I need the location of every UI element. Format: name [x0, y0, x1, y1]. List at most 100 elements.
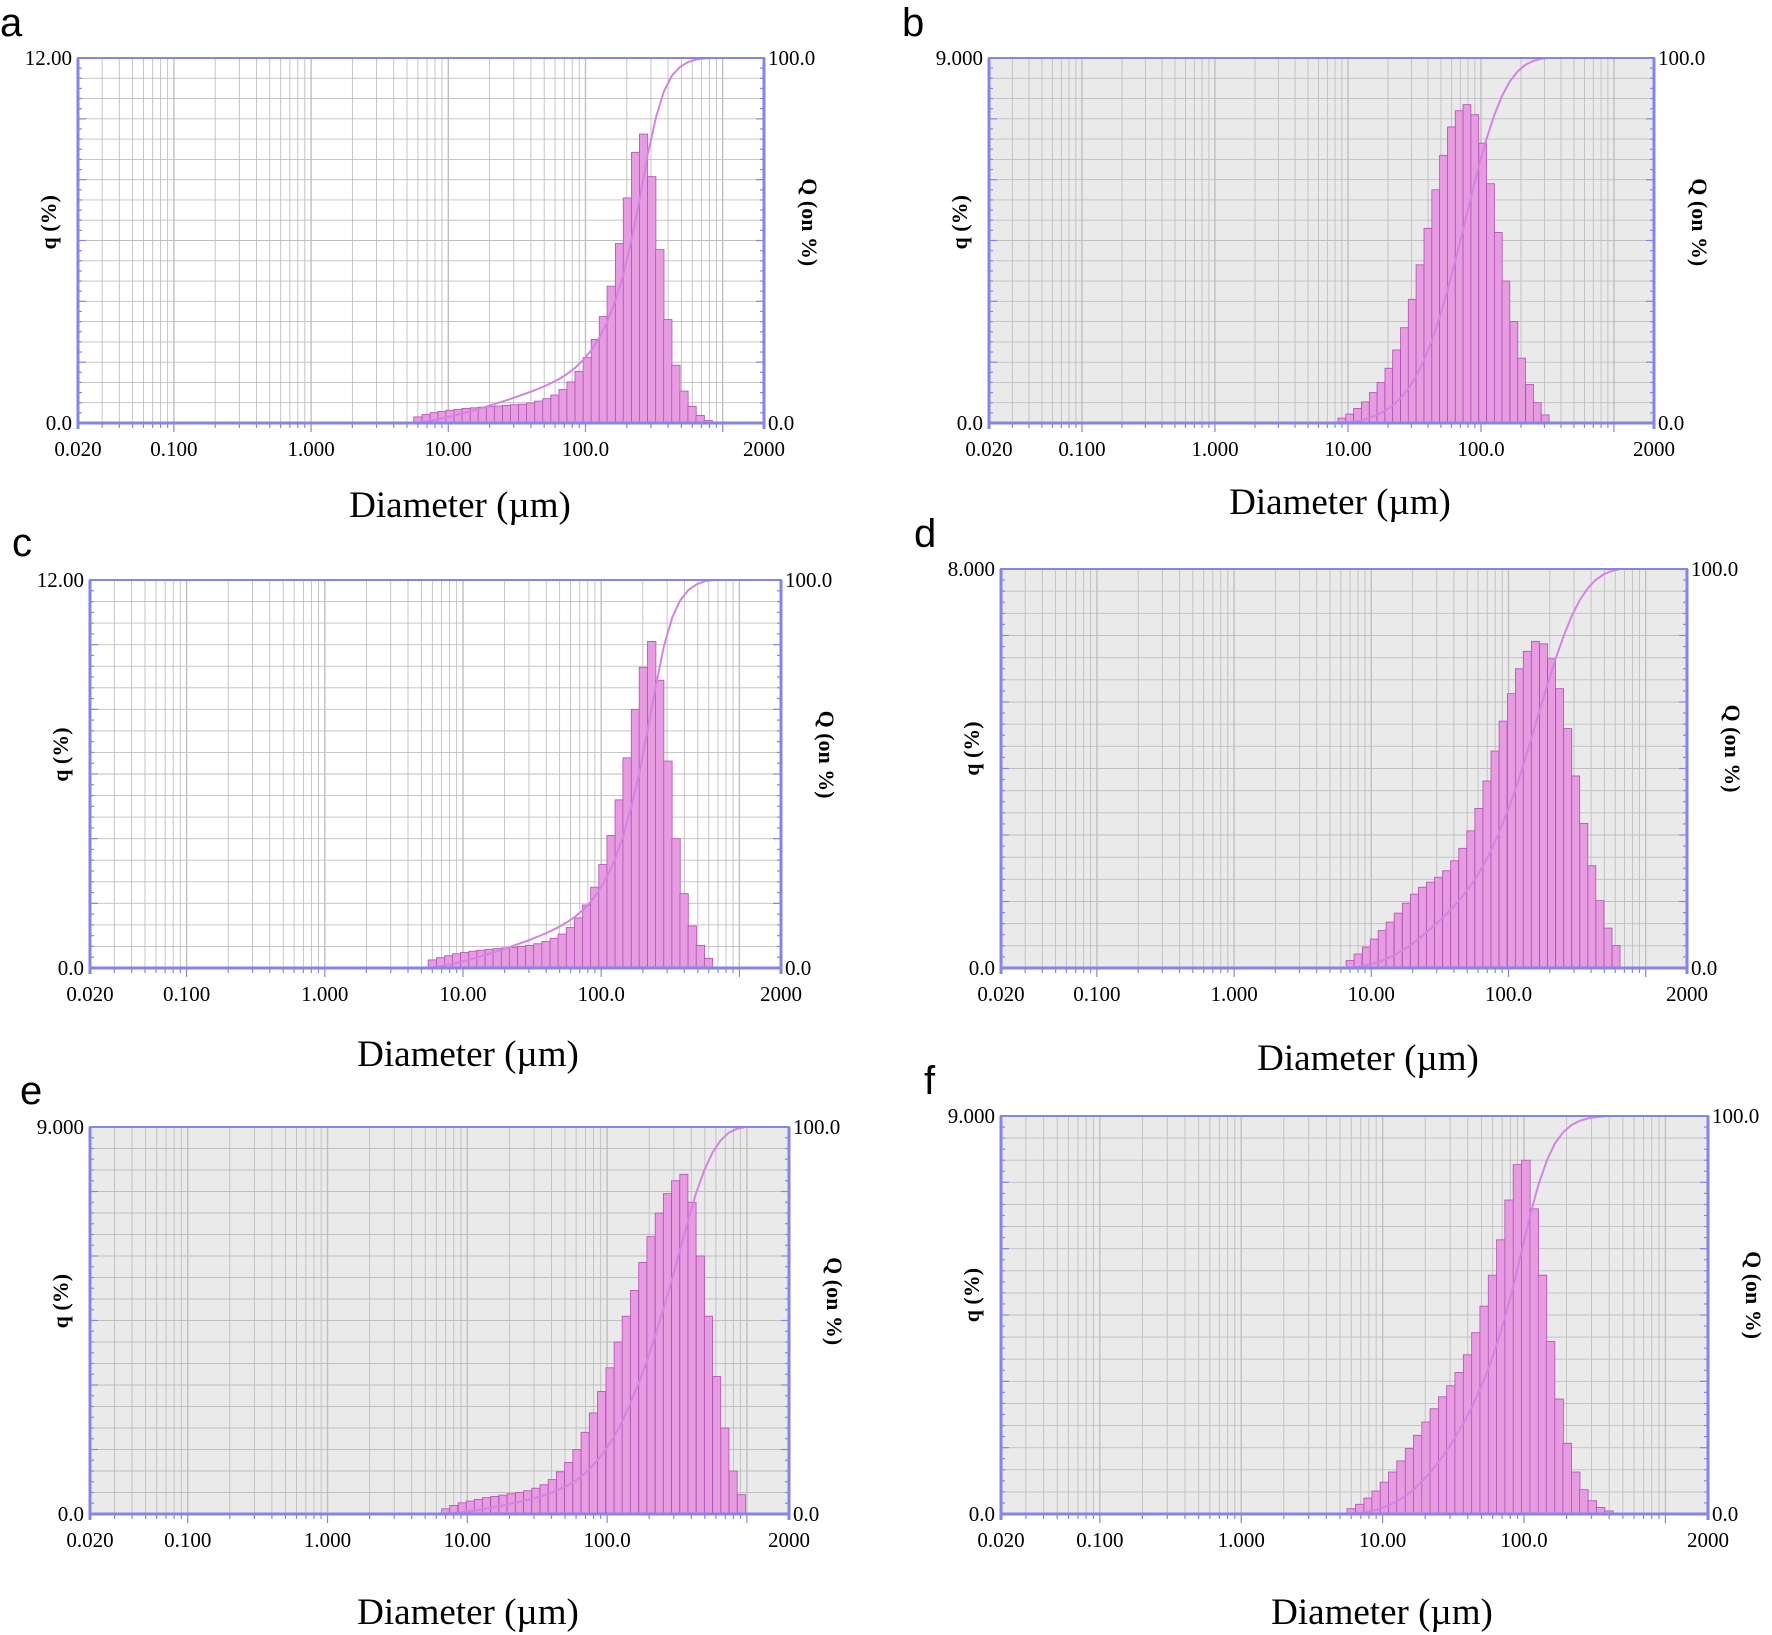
bar — [549, 937, 559, 969]
x-axis-label: Diameter (µm) — [1257, 1038, 1479, 1079]
bars — [427, 641, 714, 969]
bar — [1522, 650, 1532, 969]
y2-tick-label: 100.0 — [1691, 557, 1738, 581]
panel-letter: e — [20, 1069, 42, 1113]
bar — [1393, 912, 1403, 969]
y2-tick-label: 0.0 — [1712, 1502, 1738, 1526]
y-tick-label: 12.00 — [37, 568, 84, 592]
bar — [663, 319, 673, 424]
x-tick-label: 100.0 — [583, 1528, 630, 1552]
bar — [573, 917, 584, 969]
bar — [564, 1462, 574, 1515]
bar — [1384, 367, 1394, 424]
x-tick-label: 10.00 — [1348, 982, 1395, 1006]
y2-tick-label: 100.0 — [1658, 46, 1705, 70]
bar — [582, 357, 592, 424]
bar — [485, 406, 496, 424]
bar — [547, 1479, 557, 1515]
x-tick-label: 100.0 — [562, 437, 609, 461]
y-tick-label: 8.000 — [948, 557, 995, 581]
bar — [531, 1487, 541, 1515]
bar — [1498, 720, 1508, 969]
cumulative-curve — [428, 579, 731, 969]
bar — [1512, 1164, 1523, 1515]
bar — [1400, 327, 1409, 424]
bar — [1454, 1372, 1464, 1515]
bar — [621, 1315, 631, 1515]
y-tick-label: 9.000 — [948, 1104, 995, 1128]
cumulative-curve — [441, 1126, 764, 1515]
bar — [728, 1470, 738, 1515]
y2-tick-label: 100.0 — [768, 46, 815, 70]
bar — [662, 1193, 672, 1515]
bar — [1454, 110, 1464, 424]
x-tick-label: 0.100 — [1058, 437, 1105, 461]
bars — [441, 1173, 746, 1515]
bar — [679, 390, 689, 424]
y-tick-label: 12.00 — [25, 46, 72, 70]
bar — [1521, 1159, 1531, 1515]
bar — [687, 925, 697, 969]
bar — [566, 381, 576, 424]
bar — [1409, 893, 1419, 969]
y2-axis-label: Q (on %) — [814, 711, 839, 799]
bar — [500, 947, 511, 969]
bar — [1579, 1489, 1589, 1515]
bar — [1388, 1471, 1398, 1515]
bar — [1490, 750, 1500, 969]
y2-axis-label: Q (on %) — [1687, 178, 1712, 266]
bar — [526, 402, 536, 424]
x-tick-label: 10.00 — [444, 1528, 491, 1552]
bar — [1415, 264, 1425, 424]
bar — [1376, 382, 1386, 424]
y-axis-label: q (%) — [48, 727, 73, 781]
panel-letter: c — [12, 521, 32, 565]
bar — [712, 1376, 722, 1515]
panel-a: a0.020 0.100 1.000 10.00 100.0 20000.012.000.… — [0, 1, 822, 526]
bar — [517, 945, 527, 969]
bar — [1482, 780, 1492, 969]
bar — [1571, 775, 1581, 969]
panel-c: c0.020 0.100 1.000 10.00 100.0 20000.012.000.… — [12, 521, 839, 1075]
x-tick-label: 100.0 — [1485, 982, 1532, 1006]
bar — [1462, 104, 1472, 424]
bar — [1466, 830, 1476, 969]
bar — [614, 243, 625, 424]
bar — [518, 403, 528, 424]
bar — [1514, 668, 1524, 969]
bar — [1385, 921, 1395, 969]
y-tick-label: 0.0 — [58, 1502, 84, 1526]
bar — [1530, 640, 1540, 969]
y2-tick-label: 0.0 — [785, 956, 811, 980]
bar — [687, 1201, 697, 1515]
bar — [646, 1236, 656, 1515]
bar — [695, 944, 705, 969]
x-tick-label: 10.00 — [425, 437, 472, 461]
bar — [1439, 154, 1448, 424]
y2-axis-label: Q (on %) — [1720, 705, 1745, 793]
bar — [1407, 298, 1417, 424]
y2-tick-label: 0.0 — [1658, 411, 1684, 435]
bar — [1429, 1408, 1440, 1515]
x-tick-label: 2000 — [768, 1528, 810, 1552]
bar — [606, 835, 616, 969]
bar — [1450, 860, 1460, 969]
bar — [541, 941, 551, 969]
bar — [1478, 142, 1487, 424]
bar — [556, 1471, 565, 1515]
bar — [663, 760, 673, 969]
bar — [1396, 1460, 1406, 1515]
bar — [476, 949, 486, 969]
cumulative-curve — [1337, 57, 1568, 424]
y2-tick-label: 0.0 — [1691, 956, 1717, 980]
bar — [1474, 808, 1484, 969]
bar — [525, 944, 535, 969]
cumulative-curve — [413, 57, 731, 424]
panel-letter: f — [924, 1059, 936, 1103]
x-tick-label: 10.00 — [1359, 1528, 1406, 1552]
x-tick-label: 1.000 — [304, 1528, 351, 1552]
x-tick-label: 100.0 — [1457, 437, 1504, 461]
panel-d: d0.020 0.100 1.000 10.00 100.0 20000.08.0000.… — [914, 512, 1745, 1079]
panel-b: b0.020 0.100 1.000 10.00 100.0 20000.09.0000.… — [902, 1, 1712, 523]
